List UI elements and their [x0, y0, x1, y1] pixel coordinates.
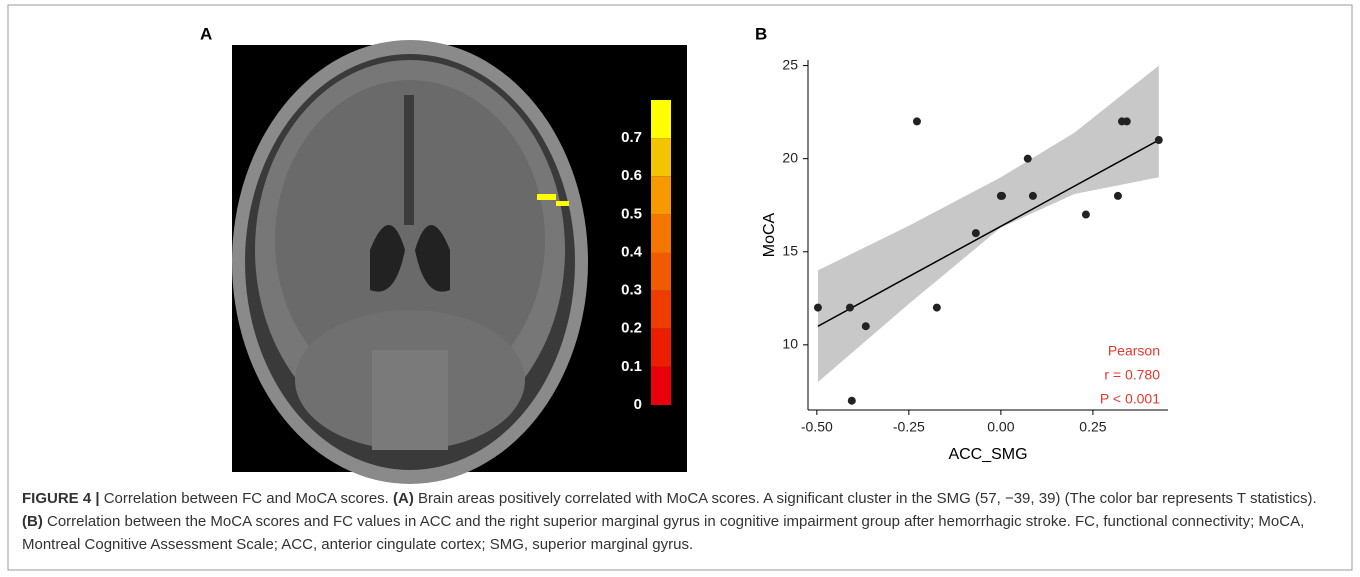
- y-axis-title: MoCA: [761, 212, 778, 257]
- point: [1029, 192, 1037, 200]
- page: {"panel_a":{"label":"A", "colorbar":{"li…: [0, 0, 1360, 577]
- brain-image: [232, 40, 687, 484]
- confidence-band: [818, 66, 1159, 382]
- colorbar-tick-label: 0.4: [621, 243, 643, 260]
- annotation: Pearson: [1108, 343, 1160, 359]
- colorbar-segment: [651, 176, 671, 214]
- colorbar-tick-label: 0.3: [621, 282, 642, 299]
- point: [1082, 211, 1090, 219]
- point: [972, 229, 980, 237]
- caption-segment: Correlation between FC and MoCA scores.: [104, 490, 389, 507]
- scatter-plot: B -0.50 -0.25 0.00 0.25 10 15 20 25 ACC_SMG MoCA Pe…: [755, 24, 1168, 463]
- point: [913, 117, 921, 125]
- colorbar-tick-label: 0.1: [621, 358, 642, 375]
- caption-segment: FIGURE 4 |: [22, 490, 100, 507]
- point: [846, 304, 854, 312]
- colorbar-segment: [651, 253, 671, 291]
- y-tick-label: 20: [782, 149, 798, 165]
- colorbar-segment: [651, 329, 671, 367]
- point: [933, 304, 941, 312]
- colorbar-tick-label: 0.7: [621, 129, 642, 146]
- caption: FIGURE 4 | Correlation between FC and Mo…: [22, 487, 1340, 556]
- point: [998, 192, 1006, 200]
- x-tick-label: -0.25: [893, 419, 925, 435]
- colorbar-segment: [651, 291, 671, 329]
- x-axis-title: ACC_SMG: [948, 446, 1027, 463]
- caption-segment: (A): [393, 490, 414, 507]
- x-tick-label: 0.00: [987, 419, 1014, 435]
- x-tick-label: -0.50: [801, 419, 833, 435]
- panel-label: A: [200, 24, 212, 43]
- y-tick-label: 25: [782, 56, 798, 72]
- panel-label: B: [755, 24, 767, 43]
- point: [848, 397, 856, 405]
- colorbar-tick-label: 0.6: [621, 167, 642, 184]
- point: [1155, 136, 1163, 144]
- colorbar-tick-label: 0: [634, 396, 642, 413]
- colorbar-tick-label: 0.2: [621, 320, 642, 337]
- point: [862, 322, 870, 330]
- y-tick-label: 10: [782, 336, 798, 352]
- point: [1024, 155, 1032, 163]
- fit-line: [818, 140, 1159, 326]
- colorbar-segment: [651, 367, 671, 405]
- caption-segment: (B): [22, 513, 43, 530]
- y-tick-label: 15: [782, 242, 798, 258]
- colorbar-segment: [651, 100, 671, 138]
- annotation: P < 0.001: [1100, 391, 1160, 407]
- x-tick-label: 0.25: [1079, 419, 1106, 435]
- colorbar-segment: [651, 214, 671, 252]
- point: [814, 304, 822, 312]
- colorbar-segment: [651, 138, 671, 176]
- annotation: r = 0.780: [1104, 367, 1160, 383]
- caption-segment: Brain areas positively correlated with M…: [418, 490, 1317, 507]
- colorbar-tick-label: 0.5: [621, 205, 642, 222]
- point: [1123, 117, 1131, 125]
- point: [1114, 192, 1122, 200]
- caption-segment: Correlation between the MoCA scores and …: [22, 513, 1304, 553]
